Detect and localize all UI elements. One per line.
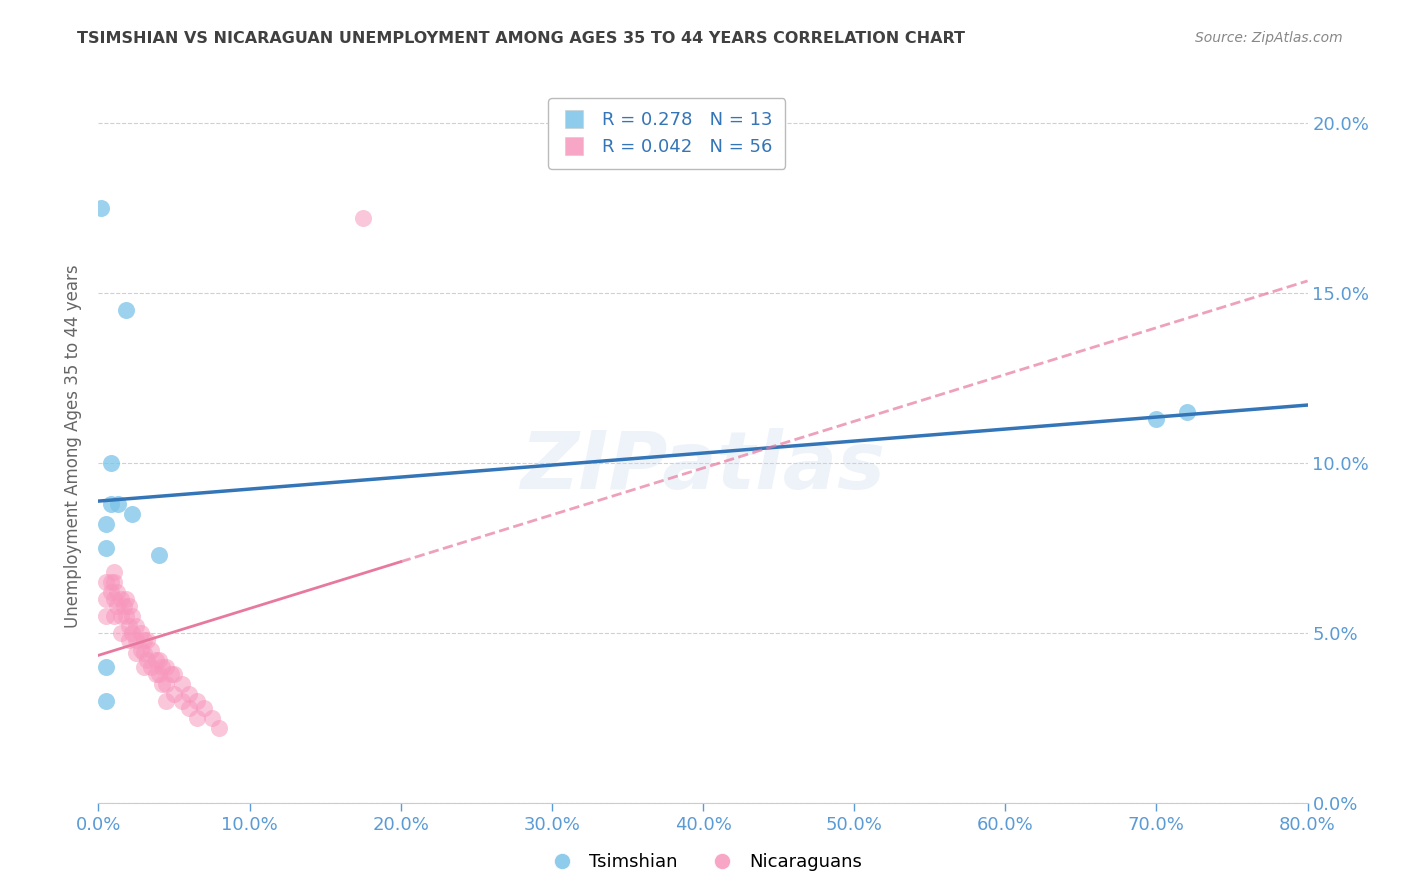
Point [121, 608, 143, 623]
Point [1144, 412, 1167, 426]
Point [103, 608, 125, 623]
Point [114, 608, 136, 623]
Point [145, 666, 167, 681]
Point [170, 694, 193, 708]
Point [110, 608, 132, 623]
Point [148, 548, 170, 562]
Point [135, 653, 157, 667]
Point [103, 591, 125, 606]
Point [121, 507, 143, 521]
Point [94, 591, 117, 606]
Point [94, 660, 117, 674]
Point [94, 574, 117, 589]
Point [125, 619, 148, 633]
Point [105, 585, 128, 599]
Point [352, 211, 374, 226]
Text: Source: ZipAtlas.com: Source: ZipAtlas.com [1195, 31, 1343, 45]
Point [100, 456, 122, 470]
Point [163, 666, 186, 681]
Point [112, 599, 135, 613]
Point [125, 632, 148, 647]
Point [90, 201, 112, 215]
Point [100, 497, 122, 511]
Point [186, 711, 208, 725]
Legend: Tsimshian, Nicaraguans: Tsimshian, Nicaraguans [537, 847, 869, 879]
Point [135, 632, 157, 647]
Point [100, 574, 122, 589]
Point [160, 666, 183, 681]
Point [155, 660, 177, 674]
Point [121, 626, 143, 640]
Point [105, 599, 128, 613]
Point [110, 626, 132, 640]
Point [94, 694, 117, 708]
Point [148, 653, 170, 667]
Point [201, 711, 224, 725]
Point [150, 677, 173, 691]
Point [148, 666, 170, 681]
Point [94, 541, 117, 555]
Point [141, 643, 163, 657]
Text: TSIMSHIAN VS NICARAGUAN UNEMPLOYMENT AMONG AGES 35 TO 44 YEARS CORRELATION CHART: TSIMSHIAN VS NICARAGUAN UNEMPLOYMENT AMO… [77, 31, 966, 46]
Point [193, 700, 215, 714]
Point [94, 608, 117, 623]
Point [114, 591, 136, 606]
Point [163, 687, 186, 701]
Point [141, 660, 163, 674]
Point [1175, 405, 1198, 419]
Point [114, 303, 136, 318]
Point [94, 517, 117, 532]
Point [145, 653, 167, 667]
Point [150, 660, 173, 674]
Point [208, 721, 231, 735]
Legend: R = 0.278   N = 13, R = 0.042   N = 56: R = 0.278 N = 13, R = 0.042 N = 56 [548, 98, 786, 169]
Text: ZIPatlas: ZIPatlas [520, 428, 886, 507]
Point [118, 632, 141, 647]
Point [186, 694, 208, 708]
Point [129, 643, 152, 657]
Point [129, 626, 152, 640]
Point [132, 632, 155, 647]
Point [132, 646, 155, 660]
Point [110, 591, 132, 606]
Point [107, 497, 129, 511]
Point [132, 660, 155, 674]
Point [179, 700, 201, 714]
Point [170, 677, 193, 691]
Y-axis label: Unemployment Among Ages 35 to 44 years: Unemployment Among Ages 35 to 44 years [65, 264, 83, 628]
Point [100, 585, 122, 599]
Point [118, 619, 141, 633]
Point [179, 687, 201, 701]
Point [103, 574, 125, 589]
Point [125, 646, 148, 660]
Point [155, 694, 177, 708]
Point [103, 565, 125, 579]
Point [118, 599, 141, 613]
Point [155, 677, 177, 691]
